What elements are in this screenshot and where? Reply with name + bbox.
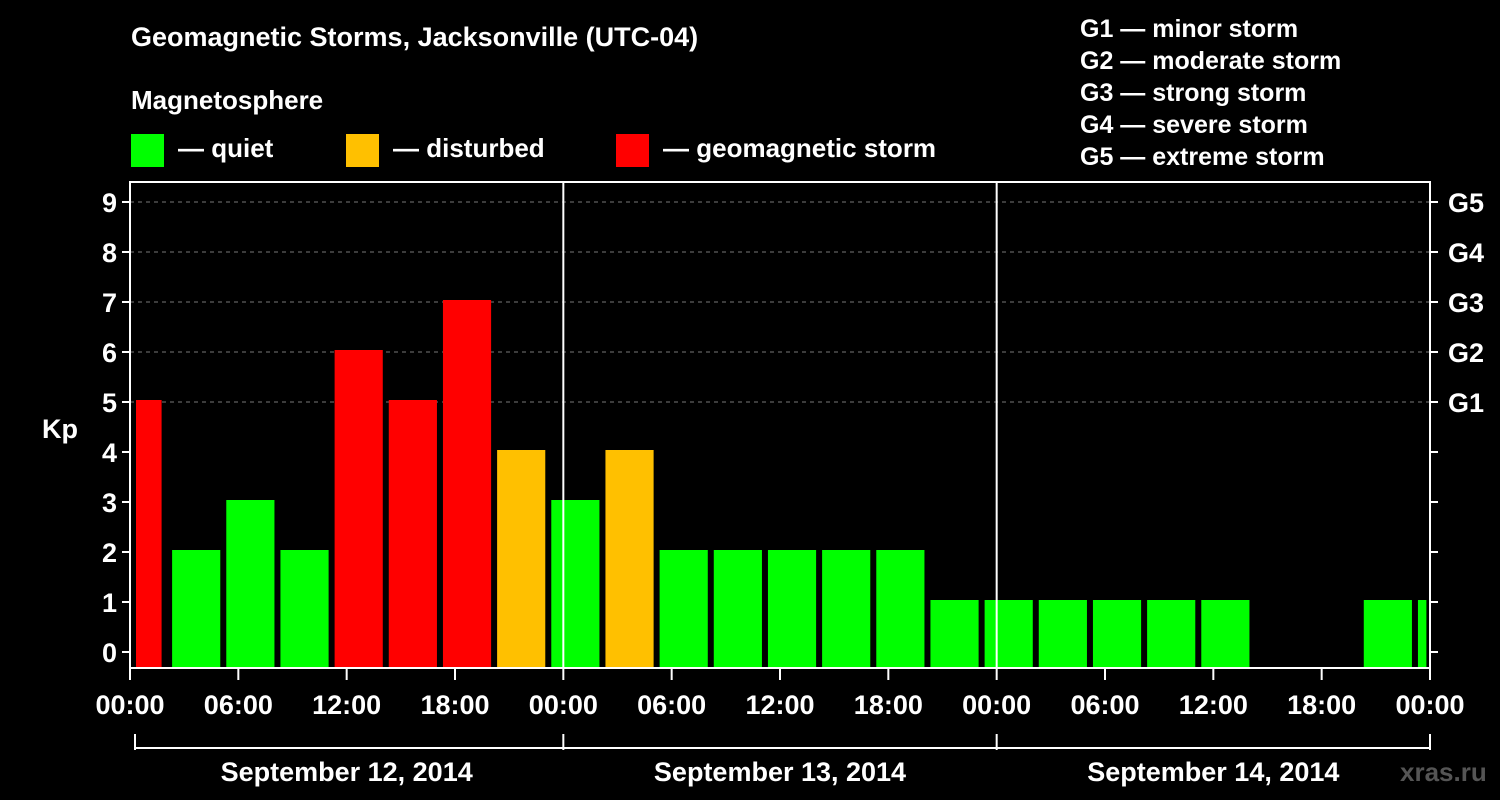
y-tick-label-6: 6	[102, 338, 117, 368]
g-legend-g1: G1 — minor storm	[1080, 15, 1299, 43]
kp-bar-21	[1363, 600, 1412, 668]
y-tick-label-8: 8	[102, 238, 117, 268]
y-tick-label-1: 1	[102, 588, 117, 618]
g-legend-g5: G5 — extreme storm	[1080, 143, 1325, 171]
kp-bar-10	[659, 550, 708, 668]
kp-bar-11	[713, 550, 762, 668]
x-tick-label-12: 00:00	[1395, 690, 1464, 720]
kp-bar-17	[1038, 600, 1087, 668]
chart-title: Geomagnetic Storms, Jacksonville (UTC-04…	[131, 22, 699, 52]
x-tick-label-2: 12:00	[312, 690, 381, 720]
x-tick-label-4: 00:00	[529, 690, 598, 720]
kp-bar-18	[1092, 600, 1142, 668]
x-tick-label-6: 12:00	[745, 690, 814, 720]
x-tick-label-3: 18:00	[420, 690, 489, 720]
g-scale-label-g4: G4	[1448, 238, 1484, 268]
kp-bar-4	[334, 350, 383, 668]
kp-bar-3	[280, 550, 329, 668]
kp-bar-12	[767, 550, 817, 668]
g-scale-label-g5: G5	[1448, 188, 1484, 218]
kp-bar-20	[1201, 600, 1250, 668]
x-tick-label-7: 18:00	[854, 690, 923, 720]
kp-bar-2	[226, 500, 275, 668]
y-tick-label-7: 7	[102, 288, 117, 318]
y-tick-label-3: 3	[102, 488, 117, 518]
legend-label-disturbed: — disturbed	[393, 133, 545, 163]
kp-bar-7	[497, 450, 546, 668]
y-tick-label-5: 5	[102, 388, 117, 418]
kp-bar-8	[551, 500, 600, 668]
kp-bar-1	[172, 550, 221, 668]
day-label-1: September 13, 2014	[654, 757, 906, 787]
legend-swatch-storm	[616, 134, 649, 167]
kp-bar-9	[605, 450, 654, 668]
kp-bar-5	[388, 400, 437, 668]
y-axis-label: Kp	[42, 414, 78, 444]
g-scale-label-g2: G2	[1448, 338, 1484, 368]
kp-bar-13	[822, 550, 871, 668]
legend-swatch-quiet	[131, 134, 164, 167]
x-tick-label-5: 06:00	[637, 690, 706, 720]
x-tick-label-0: 00:00	[95, 690, 164, 720]
kp-bar-16	[984, 600, 1033, 668]
day-label-0: September 12, 2014	[221, 757, 473, 787]
y-tick-label-9: 9	[102, 188, 117, 218]
kp-bar-6	[442, 300, 492, 668]
g-legend-g3: G3 — strong storm	[1080, 79, 1307, 107]
x-tick-label-8: 00:00	[962, 690, 1031, 720]
legend-label-storm: — geomagnetic storm	[663, 133, 937, 163]
kp-bar-0	[136, 400, 162, 668]
day-label-2: September 14, 2014	[1087, 757, 1339, 787]
kp-bar-14	[876, 550, 925, 668]
g-scale-label-g1: G1	[1448, 388, 1484, 418]
y-tick-label-4: 4	[102, 438, 117, 468]
x-tick-label-9: 06:00	[1070, 690, 1139, 720]
x-tick-label-11: 18:00	[1287, 690, 1356, 720]
watermark: xras.ru	[1400, 757, 1487, 787]
y-tick-label-2: 2	[102, 538, 117, 568]
g-legend-g4: G4 — severe storm	[1080, 111, 1308, 139]
kp-bar-22	[1417, 600, 1427, 668]
kp-bar-19	[1147, 600, 1196, 668]
x-tick-label-1: 06:00	[204, 690, 273, 720]
g-legend-g2: G2 — moderate storm	[1080, 47, 1342, 75]
kp-bar-15	[930, 600, 979, 668]
x-tick-label-10: 12:00	[1179, 690, 1248, 720]
legend-label-quiet: — quiet	[178, 133, 274, 163]
legend-swatch-disturbed	[346, 134, 379, 167]
g-scale-label-g3: G3	[1448, 288, 1484, 318]
y-tick-label-0: 0	[102, 638, 117, 668]
magnetosphere-legend-title: Magnetosphere	[131, 85, 324, 115]
